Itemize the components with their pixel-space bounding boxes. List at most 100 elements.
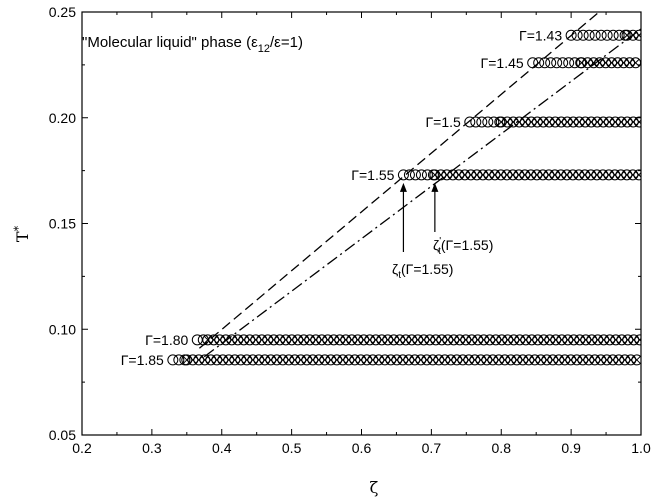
crossed-marker bbox=[241, 354, 253, 366]
crossed-marker bbox=[415, 354, 427, 366]
cross-mark bbox=[605, 335, 614, 344]
crossed-marker bbox=[295, 354, 307, 366]
cross-mark bbox=[407, 335, 416, 344]
cross-mark bbox=[521, 335, 530, 344]
crossed-marker bbox=[535, 354, 547, 366]
crossed-marker bbox=[223, 354, 235, 366]
crossed-marker bbox=[555, 116, 567, 128]
cross-mark bbox=[551, 335, 560, 344]
cross-mark bbox=[467, 335, 476, 344]
cross-mark bbox=[578, 356, 587, 364]
crossed-marker bbox=[621, 29, 633, 41]
crossed-marker bbox=[475, 354, 487, 366]
cross-mark bbox=[524, 356, 533, 364]
plot-layer: Γ=1.43 Γ=1.45 Γ=1.5 Γ=1.55 Γ=1.80 Γ=1.85 bbox=[121, 12, 641, 368]
crossed-marker bbox=[325, 354, 337, 366]
crossed-marker bbox=[376, 334, 388, 346]
cross-mark bbox=[221, 335, 230, 344]
cross-mark bbox=[563, 335, 572, 344]
cross-mark bbox=[362, 356, 371, 364]
cross-mark bbox=[431, 335, 440, 344]
crossed-marker bbox=[615, 169, 627, 181]
series-label: Γ=1.55 bbox=[351, 167, 394, 183]
crossed-marker bbox=[424, 334, 436, 346]
cross-mark bbox=[509, 118, 518, 126]
cross-mark bbox=[263, 335, 272, 344]
cross-mark bbox=[428, 356, 437, 364]
cross-mark bbox=[593, 118, 602, 126]
x-tick-label: 0.4 bbox=[212, 440, 232, 456]
cross-mark bbox=[350, 356, 359, 364]
cross-mark bbox=[617, 171, 625, 179]
circle-marker bbox=[601, 29, 613, 41]
annotation-arrow-head bbox=[431, 182, 439, 192]
crossed-marker bbox=[289, 354, 301, 366]
crossed-marker bbox=[589, 354, 601, 366]
cross-mark bbox=[308, 356, 317, 364]
crossed-marker bbox=[358, 334, 370, 346]
crossed-marker bbox=[591, 169, 603, 181]
cross-mark bbox=[302, 356, 311, 364]
cross-mark bbox=[577, 58, 586, 67]
cross-mark bbox=[635, 118, 641, 126]
y-tick-label: 0.10 bbox=[49, 321, 76, 337]
crossed-marker bbox=[606, 57, 618, 69]
crossed-marker bbox=[628, 334, 640, 346]
cross-mark bbox=[410, 356, 419, 364]
cross-mark bbox=[599, 118, 608, 126]
crossed-marker bbox=[537, 116, 549, 128]
cross-mark bbox=[521, 171, 529, 179]
crossed-marker bbox=[633, 169, 641, 181]
crossed-marker bbox=[543, 169, 555, 181]
cross-mark bbox=[299, 335, 308, 344]
crossed-marker bbox=[633, 29, 641, 41]
cross-mark bbox=[440, 356, 449, 364]
crossed-marker bbox=[220, 334, 232, 346]
x-axis-label: ζ bbox=[370, 478, 379, 497]
crossed-marker bbox=[385, 354, 397, 366]
crossed-marker bbox=[591, 116, 603, 128]
crossed-marker bbox=[622, 334, 634, 346]
crossed-marker bbox=[565, 354, 577, 366]
series-5 bbox=[167, 354, 641, 366]
cross-mark bbox=[437, 171, 445, 179]
crossed-marker bbox=[556, 334, 568, 346]
crossed-marker bbox=[199, 354, 211, 366]
cross-mark bbox=[497, 335, 506, 344]
crossed-marker bbox=[562, 334, 574, 346]
circle-marker bbox=[415, 169, 427, 181]
circle-marker bbox=[409, 169, 421, 181]
cross-mark bbox=[601, 58, 610, 67]
crossed-marker bbox=[355, 354, 367, 366]
cross-mark bbox=[503, 171, 511, 179]
crossed-marker bbox=[193, 354, 205, 366]
crossed-marker bbox=[457, 354, 469, 366]
crossed-marker bbox=[262, 334, 274, 346]
crossed-marker bbox=[489, 169, 501, 181]
crossed-marker bbox=[529, 354, 541, 366]
cross-mark bbox=[230, 356, 239, 364]
x-tick-label: 0.7 bbox=[422, 440, 442, 456]
crossed-marker bbox=[235, 354, 247, 366]
crossed-marker bbox=[601, 354, 613, 366]
crossed-marker bbox=[367, 354, 379, 366]
crossed-marker bbox=[493, 354, 505, 366]
circle-marker bbox=[595, 29, 607, 41]
cross-mark bbox=[605, 118, 614, 126]
crossed-marker bbox=[507, 169, 519, 181]
crossed-marker bbox=[579, 116, 591, 128]
crossed-marker bbox=[607, 354, 619, 366]
crossed-marker bbox=[337, 354, 349, 366]
crossed-marker bbox=[577, 354, 589, 366]
cross-mark bbox=[512, 356, 521, 364]
crossed-marker bbox=[583, 354, 595, 366]
cross-mark bbox=[188, 356, 197, 364]
crossed-marker bbox=[280, 334, 292, 346]
cross-mark bbox=[473, 335, 482, 344]
cross-mark bbox=[497, 171, 505, 179]
crossed-marker bbox=[585, 169, 597, 181]
crossed-marker bbox=[550, 334, 562, 346]
cross-mark bbox=[623, 118, 632, 126]
cross-mark bbox=[239, 335, 248, 344]
crossed-marker bbox=[571, 354, 583, 366]
